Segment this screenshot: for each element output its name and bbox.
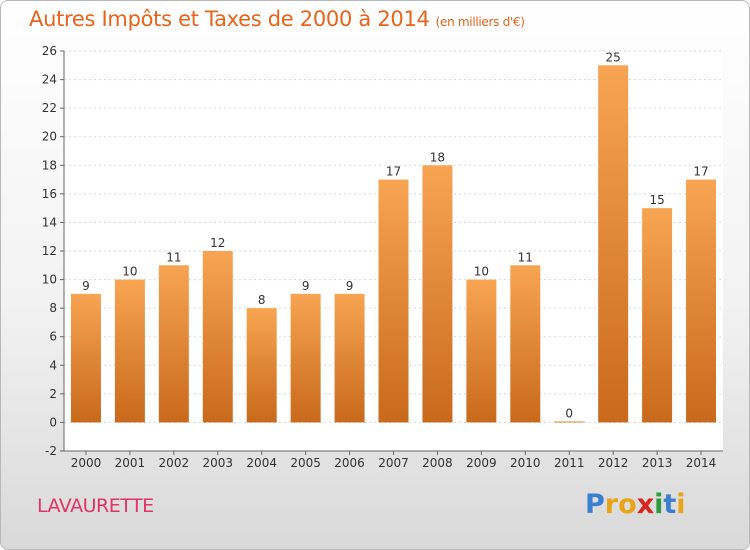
bar-2012: [598, 65, 629, 423]
y-tick-label: 12: [42, 244, 57, 258]
x-tick-label-2004: 2004: [246, 456, 277, 470]
bar-2008: [422, 165, 453, 423]
bar-2009: [466, 279, 497, 423]
y-tick-label: 14: [42, 215, 57, 229]
data-label-2009: 10: [474, 265, 489, 279]
x-tick-label-2009: 2009: [466, 456, 497, 470]
data-label-2008: 18: [430, 150, 445, 164]
y-tick-label: 20: [42, 130, 57, 144]
bar-2001: [114, 279, 145, 423]
data-label-2012: 25: [606, 50, 621, 64]
y-tick-label: 18: [42, 158, 57, 172]
x-tick-label-2010: 2010: [510, 456, 541, 470]
bar-2005: [290, 293, 321, 423]
chart-unit-subtitle: (en milliers d'€): [435, 15, 525, 29]
data-label-2010: 11: [518, 250, 533, 264]
logo-letter: x: [636, 489, 655, 520]
x-tick-label-2013: 2013: [642, 456, 673, 470]
data-label-2006: 9: [346, 279, 354, 293]
x-tick-label-2014: 2014: [686, 456, 717, 470]
bar-2007: [378, 179, 409, 423]
x-tick-label-2001: 2001: [115, 456, 146, 470]
x-tick-label-2005: 2005: [290, 456, 321, 470]
bar-2002: [158, 265, 189, 423]
data-label-2014: 17: [693, 165, 708, 179]
data-label-2003: 12: [210, 236, 225, 250]
data-label-2000: 9: [82, 279, 90, 293]
logo-letter: o: [618, 489, 637, 520]
logo-letter: i: [654, 489, 664, 520]
bar-2014: [686, 179, 717, 423]
y-tick-label: 16: [42, 187, 57, 201]
logo-letter: i: [676, 489, 686, 520]
x-tick-label-2002: 2002: [159, 456, 190, 470]
data-label-2001: 10: [122, 265, 137, 279]
x-tick-label-2012: 2012: [598, 456, 629, 470]
logo-letter: P: [585, 489, 605, 520]
x-tick-label-2008: 2008: [422, 456, 453, 470]
bar-2004: [246, 308, 277, 423]
y-tick-label: 10: [42, 273, 57, 287]
x-tick-label-2007: 2007: [378, 456, 409, 470]
bar-2013: [642, 208, 673, 423]
y-tick-label: 8: [49, 301, 57, 315]
bar-2000: [70, 293, 101, 423]
y-tick-label: 0: [49, 415, 57, 429]
y-tick-label: -2: [45, 444, 57, 458]
chart-title: Autres Impôts et Taxes de 2000 à 2014 (en…: [29, 7, 525, 31]
proxiti-logo: Proxiti: [585, 489, 686, 520]
data-label-2002: 11: [166, 250, 181, 264]
bar-2011: [554, 421, 585, 423]
bar-2003: [202, 251, 233, 423]
y-tick-label: 6: [49, 330, 57, 344]
data-label-2013: 15: [649, 193, 664, 207]
y-tick-label: 26: [42, 44, 57, 58]
commune-name: LAVAURETTE: [37, 495, 154, 517]
logo-letter: t: [663, 489, 677, 520]
y-tick-label: 2: [49, 387, 57, 401]
y-tick-label: 4: [49, 358, 57, 372]
chart-title-text: Autres Impôts et Taxes de 2000 à 2014: [29, 7, 430, 31]
data-label-2004: 8: [258, 293, 266, 307]
y-tick-label: 22: [42, 101, 57, 115]
x-tick-label-2003: 2003: [202, 456, 233, 470]
bar-2006: [334, 293, 365, 423]
logo-letter: r: [604, 489, 619, 520]
x-tick-label-2006: 2006: [334, 456, 365, 470]
data-label-2005: 9: [302, 279, 310, 293]
data-label-2011: 0: [565, 406, 573, 420]
x-tick-label-2011: 2011: [554, 456, 585, 470]
bar-2010: [510, 265, 541, 423]
y-tick-label: 24: [42, 73, 57, 87]
x-tick-label-2000: 2000: [71, 456, 102, 470]
data-label-2007: 17: [386, 165, 401, 179]
